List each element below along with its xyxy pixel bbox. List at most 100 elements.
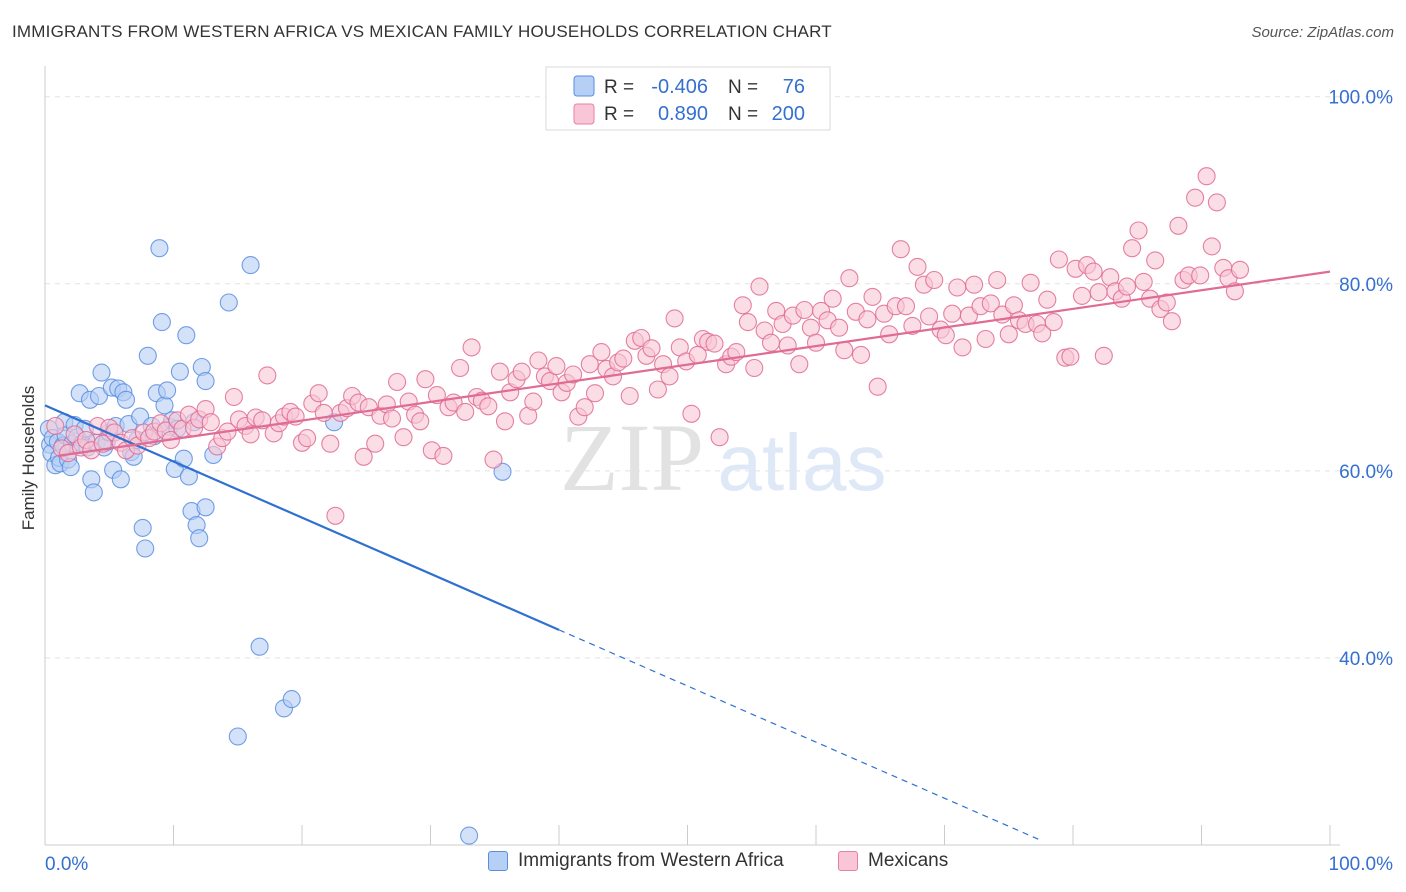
point-mexicans <box>479 397 498 416</box>
point-mexicans <box>925 270 944 290</box>
point-mexicans <box>1033 324 1052 343</box>
point-western-africa <box>138 346 157 365</box>
point-mexicans <box>1202 237 1221 256</box>
point-mexicans <box>411 412 430 431</box>
point-mexicans <box>298 429 317 448</box>
legend-r-value-1: 0.890 <box>658 103 708 125</box>
point-mexicans <box>388 372 407 392</box>
point-mexicans <box>858 310 877 329</box>
stats-legend: R = -0.406 N = 76 R = 0.890 N = 200 <box>545 66 831 131</box>
point-mexicans <box>524 392 543 411</box>
point-mexicans <box>896 297 916 316</box>
point-mexicans <box>1207 193 1226 212</box>
point-mexicans <box>394 428 413 447</box>
trend-lines <box>44 270 1331 841</box>
point-mexicans <box>309 384 328 403</box>
point-mexicans <box>1162 312 1181 331</box>
point-mexicans <box>705 334 724 353</box>
point-mexicans <box>585 384 605 403</box>
point-mexicans <box>1089 283 1108 302</box>
point-western-africa <box>170 362 189 381</box>
point-mexicans <box>851 345 871 364</box>
chart-title: IMMIGRANTS FROM WESTERN AFRICA VS MEXICA… <box>12 22 832 41</box>
point-mexicans <box>806 333 826 352</box>
point-mexicans <box>965 275 984 294</box>
point-western-africa <box>133 518 152 537</box>
point-mexicans <box>868 377 887 396</box>
legend-n-value-1: 200 <box>772 103 805 125</box>
point-mexicans <box>745 358 764 378</box>
point-mexicans <box>1094 346 1113 365</box>
point-western-africa <box>84 483 103 502</box>
point-western-africa <box>241 256 260 275</box>
point-mexicans <box>665 309 684 328</box>
y-tick-label: 100.0% <box>1329 88 1394 109</box>
point-mexicans <box>891 240 910 259</box>
point-mexicans <box>1117 277 1137 296</box>
point-mexicans <box>46 416 65 436</box>
point-mexicans <box>823 289 842 308</box>
point-mexicans <box>738 313 757 332</box>
y-tick-label: 60.0% <box>1339 462 1393 483</box>
point-mexicans <box>750 277 769 296</box>
point-western-africa <box>155 396 174 415</box>
point-mexicans <box>354 447 373 466</box>
legend-swatch-western-africa <box>573 75 595 97</box>
point-mexicans <box>1186 188 1205 207</box>
legend-n-value-0: 76 <box>783 76 805 98</box>
point-mexicans <box>564 365 583 384</box>
point-mexicans <box>1049 250 1068 269</box>
point-mexicans <box>326 506 345 525</box>
point-mexicans <box>840 269 859 288</box>
point-western-africa <box>190 529 209 548</box>
legend-n-label-0: N = <box>728 77 758 98</box>
gridlines <box>45 96 1390 659</box>
point-western-africa <box>111 470 130 489</box>
point-mexicans <box>682 404 701 423</box>
point-mexicans <box>920 307 939 326</box>
point-mexicans <box>648 380 667 399</box>
legend-r-value-0: -0.406 <box>651 76 708 98</box>
point-mexicans <box>456 402 475 421</box>
point-western-africa <box>228 727 247 746</box>
legend-item-mexicans: Mexicans <box>838 850 948 872</box>
point-mexicans <box>1072 286 1092 305</box>
point-mexicans <box>382 409 402 428</box>
trend-line-western-africa <box>44 404 560 631</box>
point-mexicans <box>1038 290 1057 309</box>
point-mexicans <box>1230 260 1250 279</box>
x-tick-label-max: 100.0% <box>1329 854 1394 875</box>
point-mexicans <box>241 425 260 444</box>
watermark-atlas: atlas <box>718 418 887 507</box>
point-mexicans <box>1084 262 1103 281</box>
point-mexicans <box>201 413 220 432</box>
point-western-africa <box>177 326 196 345</box>
point-western-africa <box>152 313 171 332</box>
legend-swatch-mexicans <box>573 103 595 125</box>
point-mexicans <box>795 300 814 320</box>
point-mexicans <box>529 351 548 370</box>
point-western-africa <box>250 637 269 656</box>
point-mexicans <box>484 450 503 469</box>
point-western-africa <box>493 462 512 481</box>
point-western-africa <box>282 690 301 709</box>
point-mexicans <box>490 362 509 381</box>
point-mexicans <box>620 386 639 406</box>
legend-label-mexicans: Mexicans <box>868 850 949 871</box>
watermark: ZIP atlas <box>560 404 886 511</box>
point-mexicans <box>1061 347 1080 366</box>
trend-line-mexicans <box>57 270 1331 457</box>
point-mexicans <box>1123 239 1142 258</box>
point-mexicans <box>642 339 661 358</box>
point-mexicans <box>981 294 1000 313</box>
legend-n-label-1: N = <box>728 104 758 125</box>
point-western-africa <box>196 498 215 517</box>
point-mexicans <box>451 358 470 378</box>
point-mexicans <box>366 434 385 453</box>
point-mexicans <box>976 329 995 349</box>
point-mexicans <box>733 296 752 315</box>
x-tick-labels: 0.0% 100.0% <box>45 854 1393 875</box>
point-mexicans <box>547 357 566 376</box>
legend-swatch-mexicans-bottom <box>838 851 858 871</box>
